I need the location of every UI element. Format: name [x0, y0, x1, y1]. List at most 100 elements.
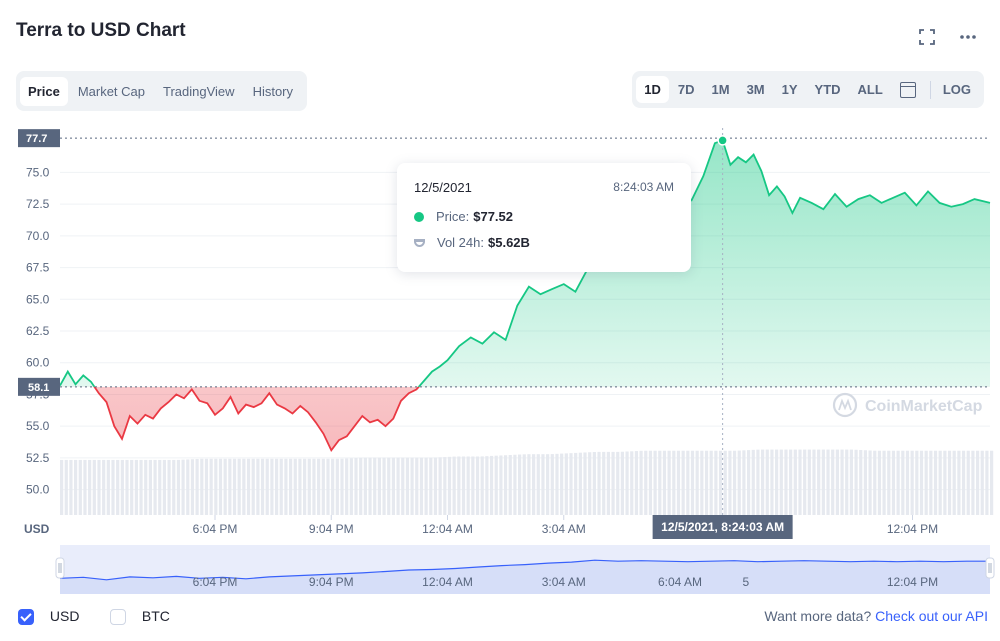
volume-bar [326, 458, 330, 515]
volume-bar [775, 449, 779, 515]
price-tooltip: 12/5/2021 8:24:03 AM Price: $77.52 Vol 2… [397, 163, 691, 272]
volume-bar [770, 449, 774, 515]
volume-bar [74, 459, 78, 515]
crosshair-date-box [652, 515, 793, 539]
volume-bar [256, 458, 260, 515]
volume-bar [639, 450, 643, 515]
range-1y[interactable]: 1Y [781, 82, 798, 97]
tab-tradingview[interactable]: TradingView [163, 83, 235, 99]
volume-bar [424, 457, 428, 515]
currency-btc-toggle[interactable]: BTC [110, 608, 170, 626]
volume-bar [943, 450, 947, 515]
volume-bar [139, 459, 143, 515]
volume-bar [60, 459, 64, 515]
volume-bar [158, 459, 162, 515]
volume-bar [831, 449, 835, 515]
volume-bar [803, 449, 807, 515]
volume-bar [564, 453, 568, 515]
navigator-tick-label: 5 [743, 575, 750, 589]
volume-bar [125, 459, 129, 515]
tab-history[interactable]: History [252, 83, 294, 99]
volume-bar [817, 449, 821, 515]
navigator-handle-left[interactable] [55, 557, 65, 579]
more-dots-icon[interactable] [958, 26, 978, 49]
baseline-label: 58.1 [28, 382, 49, 394]
tooltip-volume-label: Vol 24h: [437, 235, 484, 250]
volume-bar [274, 458, 279, 515]
volume-bar [106, 459, 110, 515]
volume-bar [798, 449, 802, 515]
volume-bar [410, 457, 414, 515]
volume-bar [102, 459, 106, 515]
volume-bar [279, 458, 283, 515]
btc-checkbox[interactable] [110, 609, 126, 626]
volume-bars [60, 449, 994, 515]
volume-bar [975, 450, 980, 515]
calendar-icon[interactable] [899, 81, 916, 98]
range-ytd[interactable]: YTD [814, 82, 841, 97]
volume-bar [204, 458, 209, 515]
volume-bar [882, 450, 886, 515]
volume-bar [116, 459, 120, 515]
currency-usd-toggle[interactable]: USD [18, 608, 79, 626]
volume-bar [765, 449, 769, 515]
volume-bar [83, 459, 87, 515]
volume-bar [312, 458, 316, 515]
tab-price[interactable]: Price [20, 76, 68, 106]
more-dots-icon-graphic [960, 35, 976, 39]
volume-bar [288, 458, 293, 515]
navigator-tick-label: 6:04 AM [658, 575, 702, 589]
range-all[interactable]: ALL [857, 82, 883, 97]
volume-bar [359, 457, 363, 515]
volume-bar [756, 449, 760, 515]
y-axis: 50.052.555.057.560.062.565.067.570.072.5… [24, 165, 50, 536]
volume-bar [634, 451, 639, 515]
volume-bar [88, 459, 92, 515]
log-toggle[interactable]: LOG [942, 82, 971, 97]
volume-bar [933, 450, 938, 515]
volume-bar [625, 451, 629, 515]
volume-bar [186, 459, 190, 515]
volume-bar [148, 459, 152, 515]
tooltip-volume-row: Vol 24h: $5.62B [414, 235, 530, 250]
volume-bar [592, 451, 596, 515]
volume-bar [546, 454, 550, 515]
btc-label: BTC [141, 608, 170, 624]
volume-bar [190, 459, 195, 515]
volume-bar [298, 458, 302, 515]
volume-bar [78, 459, 82, 515]
range-3m[interactable]: 3M [746, 82, 765, 97]
range-1m[interactable]: 1M [711, 82, 730, 97]
volume-bar [181, 459, 185, 515]
tooltip-time: 8:24:03 AM [613, 180, 674, 194]
volume-bar [284, 458, 288, 515]
volume-bar [251, 458, 255, 515]
volume-bar [905, 450, 910, 515]
price-area-down [60, 386, 990, 451]
navigator-handle-right[interactable] [985, 557, 995, 579]
tab-market-cap[interactable]: Market Cap [77, 83, 146, 99]
volume-bar [452, 456, 456, 515]
api-link[interactable]: Check out our API [875, 608, 988, 624]
y-tick-label: 52.5 [26, 451, 50, 465]
volume-bar [134, 459, 138, 515]
volume-bar [789, 449, 793, 515]
volume-bar [162, 459, 167, 515]
volume-bar [331, 458, 335, 515]
volume-bar [503, 455, 508, 515]
fullscreen-icon[interactable] [918, 28, 936, 51]
usd-checkbox[interactable] [18, 609, 34, 626]
volume-bar [405, 457, 410, 515]
price-line-down [93, 386, 420, 453]
range-1d[interactable]: 1D [636, 76, 669, 103]
range-7d[interactable]: 7D [677, 82, 695, 97]
volume-bar [606, 451, 610, 515]
watermark-text: CoinMarketCap [865, 398, 983, 415]
high-label: 77.7 [26, 133, 47, 145]
fullscreen-icon-graphic [919, 29, 935, 45]
volume-bar [293, 458, 297, 515]
volume-bar [541, 454, 545, 515]
price-area [60, 140, 990, 451]
volume-bar [676, 450, 681, 515]
